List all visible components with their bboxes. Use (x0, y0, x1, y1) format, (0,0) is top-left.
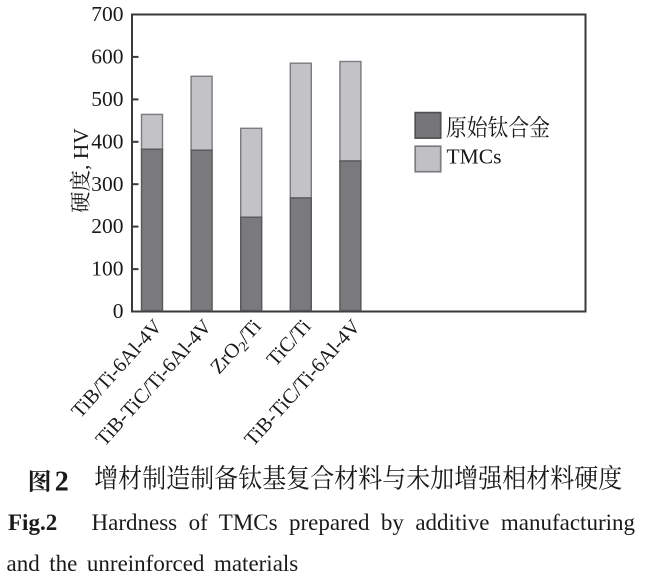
svg-text:ZrO2/Ti: ZrO2/Ti (206, 315, 268, 380)
svg-text:600: 600 (91, 45, 123, 69)
svg-text:2: 2 (55, 467, 69, 498)
svg-text:700: 700 (91, 2, 123, 26)
svg-text:500: 500 (91, 87, 123, 111)
svg-text:200: 200 (91, 214, 123, 238)
svg-text:TMCs: TMCs (447, 145, 502, 169)
svg-text:100: 100 (91, 257, 123, 281)
svg-text:300: 300 (91, 172, 123, 196)
svg-text:400: 400 (91, 129, 123, 153)
svg-text:, HV: , HV (69, 128, 93, 170)
svg-text:0: 0 (113, 299, 124, 323)
